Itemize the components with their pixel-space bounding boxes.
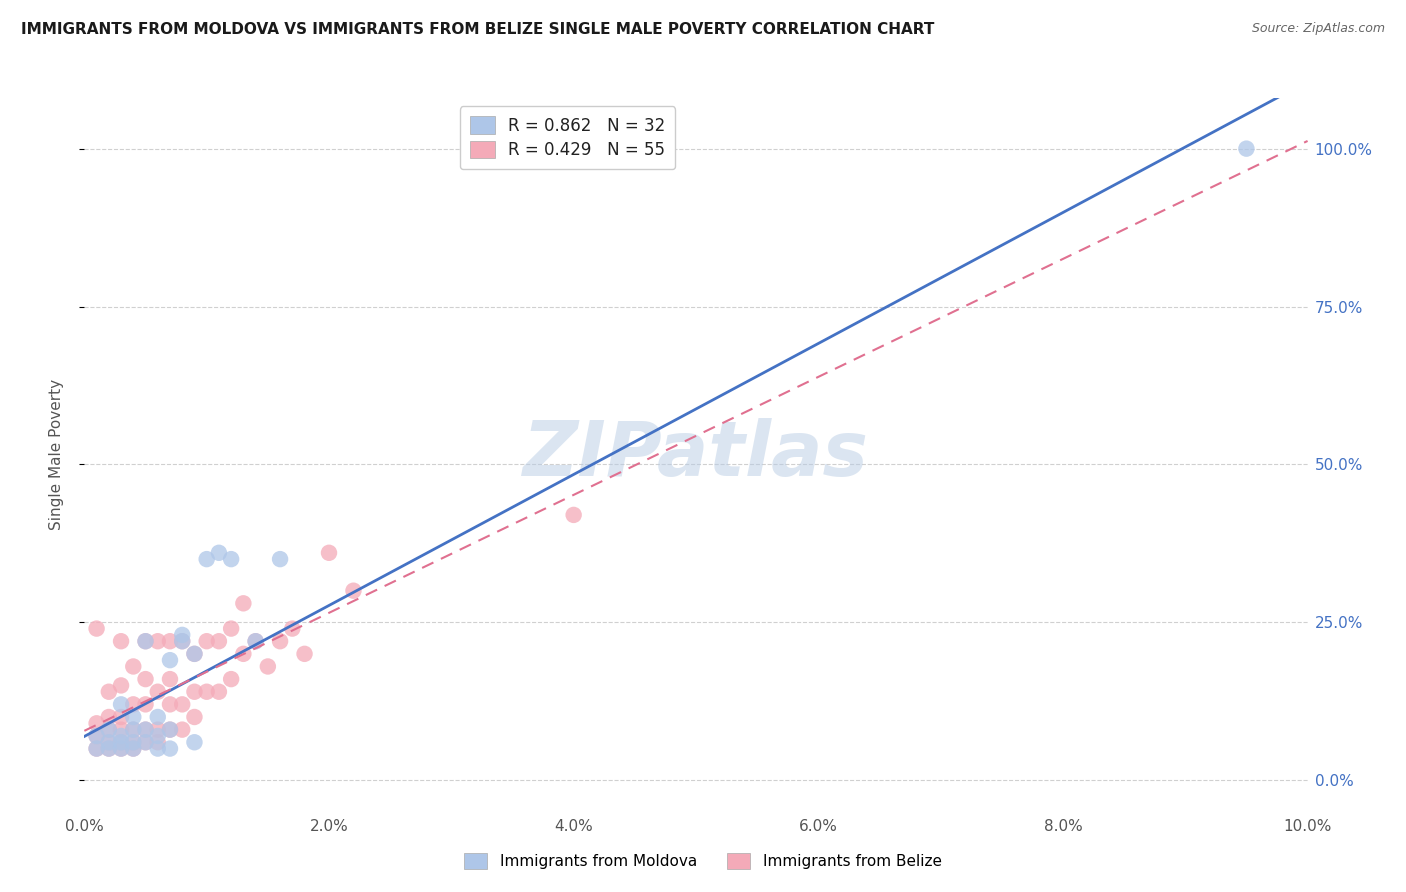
Point [195, 552, 218, 566]
Point [97, 684, 120, 698]
Point [219, 672, 242, 686]
Point [135, 735, 157, 749]
Point [135, 634, 157, 648]
Point [146, 741, 169, 756]
Point [269, 552, 291, 566]
Point [208, 546, 231, 560]
Point [172, 628, 194, 642]
Point [172, 698, 194, 712]
Point [122, 710, 145, 724]
Point [135, 735, 157, 749]
Point [257, 659, 280, 673]
Point [110, 741, 132, 756]
Point [97, 741, 120, 756]
Point [122, 723, 145, 737]
Point [159, 634, 181, 648]
Point [232, 596, 254, 610]
Point [208, 634, 231, 648]
Point [86, 741, 108, 756]
Point [135, 723, 157, 737]
Point [110, 735, 132, 749]
Point [342, 583, 364, 598]
Point [135, 672, 157, 686]
Point [159, 723, 181, 737]
Point [159, 741, 181, 756]
Point [195, 634, 218, 648]
Point [110, 723, 132, 737]
Point [122, 659, 145, 673]
Text: ZIPatlas: ZIPatlas [523, 418, 869, 491]
Point [97, 741, 120, 756]
Point [183, 735, 205, 749]
Point [122, 741, 145, 756]
Point [172, 634, 194, 648]
Point [122, 735, 145, 749]
Point [294, 647, 316, 661]
Point [110, 729, 132, 743]
Text: IMMIGRANTS FROM MOLDOVA VS IMMIGRANTS FROM BELIZE SINGLE MALE POVERTY CORRELATIO: IMMIGRANTS FROM MOLDOVA VS IMMIGRANTS FR… [21, 22, 935, 37]
Point [159, 723, 181, 737]
Point [183, 684, 205, 698]
Point [110, 698, 132, 712]
Point [122, 723, 145, 737]
Point [232, 647, 254, 661]
Point [146, 723, 169, 737]
Point [318, 546, 340, 560]
Point [172, 723, 194, 737]
Point [122, 698, 145, 712]
Point [86, 729, 108, 743]
Point [183, 647, 205, 661]
Point [86, 741, 108, 756]
Point [195, 684, 218, 698]
Point [86, 716, 108, 731]
Point [146, 710, 169, 724]
Point [172, 634, 194, 648]
Legend: Immigrants from Moldova, Immigrants from Belize: Immigrants from Moldova, Immigrants from… [458, 847, 948, 875]
Point [86, 729, 108, 743]
Point [219, 622, 242, 636]
Point [183, 710, 205, 724]
Point [159, 653, 181, 667]
Point [245, 634, 267, 648]
Point [159, 672, 181, 686]
Point [110, 735, 132, 749]
Point [183, 647, 205, 661]
Point [146, 735, 169, 749]
Point [219, 552, 242, 566]
Point [146, 684, 169, 698]
Point [281, 622, 304, 636]
Point [245, 634, 267, 648]
Point [97, 735, 120, 749]
Point [562, 508, 585, 522]
Text: Source: ZipAtlas.com: Source: ZipAtlas.com [1251, 22, 1385, 36]
Point [122, 741, 145, 756]
Point [97, 710, 120, 724]
Point [86, 622, 108, 636]
Point [135, 634, 157, 648]
Point [122, 735, 145, 749]
Point [159, 698, 181, 712]
Y-axis label: Single Male Poverty: Single Male Poverty [49, 379, 63, 531]
Point [110, 710, 132, 724]
Point [97, 723, 120, 737]
Legend: R = 0.862   N = 32, R = 0.429   N = 55: R = 0.862 N = 32, R = 0.429 N = 55 [460, 106, 675, 169]
Point [135, 698, 157, 712]
Point [110, 678, 132, 692]
Point [97, 723, 120, 737]
Point [208, 684, 231, 698]
Point [135, 723, 157, 737]
Point [269, 634, 291, 648]
Point [1236, 142, 1258, 156]
Point [146, 634, 169, 648]
Point [146, 729, 169, 743]
Point [110, 741, 132, 756]
Point [97, 735, 120, 749]
Point [110, 634, 132, 648]
